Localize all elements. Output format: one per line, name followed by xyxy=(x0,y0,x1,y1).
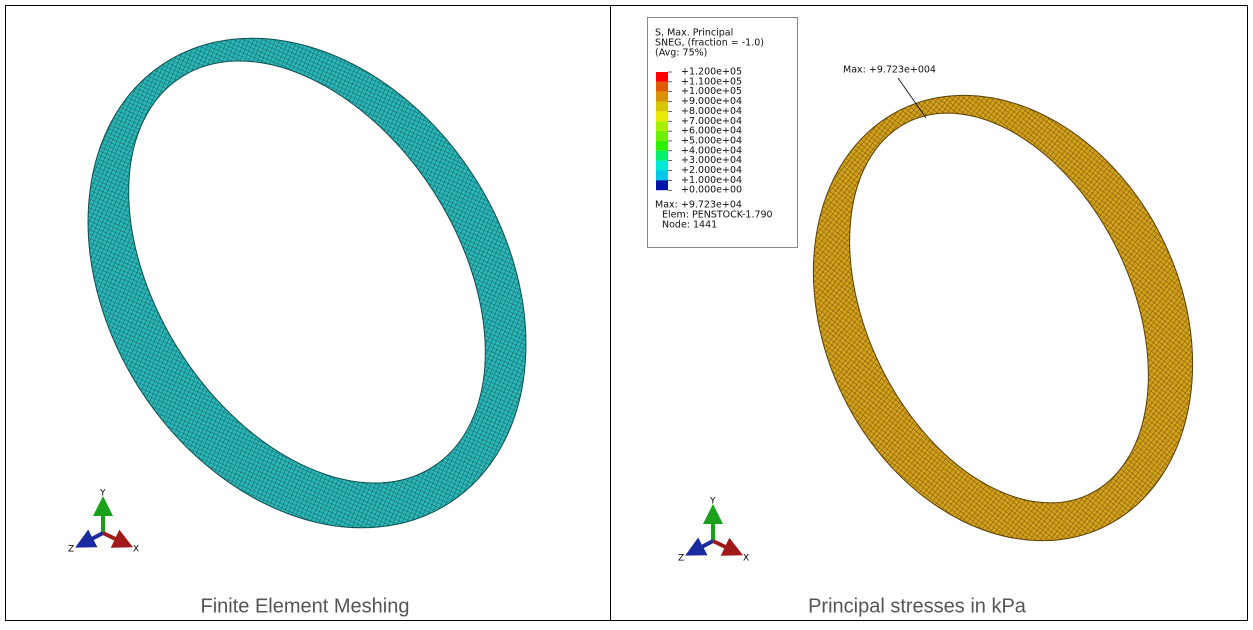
legend-footer: Node: 1441 xyxy=(662,220,717,231)
legend-swatch xyxy=(656,121,668,131)
axis-triad: Y Z X xyxy=(68,489,139,555)
caption: Principal stresses in kPa xyxy=(808,595,1027,617)
legend-swatch xyxy=(656,102,668,112)
triad-z: Z xyxy=(678,554,684,564)
legend-label: +0.000e+00 xyxy=(681,185,742,196)
legend-swatch xyxy=(656,171,668,181)
max-annotation: Max: +9.723e+004 xyxy=(843,65,936,76)
legend-swatch xyxy=(656,131,668,141)
page: Y Z X Y Z X Max: +9.723e+004 S, Max. Pri… xyxy=(0,0,1253,630)
triad-y: Y xyxy=(709,497,716,507)
figure: Y Z X Y Z X Max: +9.723e+004 S, Max. Pri… xyxy=(0,0,1253,626)
stress-ring xyxy=(741,31,1253,604)
triad-x: X xyxy=(133,545,139,555)
legend-swatch xyxy=(656,180,668,190)
legend-swatch xyxy=(656,151,668,161)
triad-y: Y xyxy=(99,489,106,499)
legend-title: (Avg: 75%) xyxy=(655,48,707,59)
triad-x: X xyxy=(743,554,749,564)
legend-swatch xyxy=(656,161,668,171)
legend-swatch xyxy=(656,141,668,151)
mesh-ring xyxy=(0,0,616,611)
caption: Finite Element Meshing xyxy=(201,595,410,617)
legend-swatch xyxy=(656,92,668,102)
triad-z: Z xyxy=(68,545,74,555)
legend-swatch xyxy=(656,82,668,92)
legend-swatch xyxy=(656,72,668,82)
legend-swatch xyxy=(656,111,668,121)
axis-triad: Y Z X xyxy=(678,497,749,564)
